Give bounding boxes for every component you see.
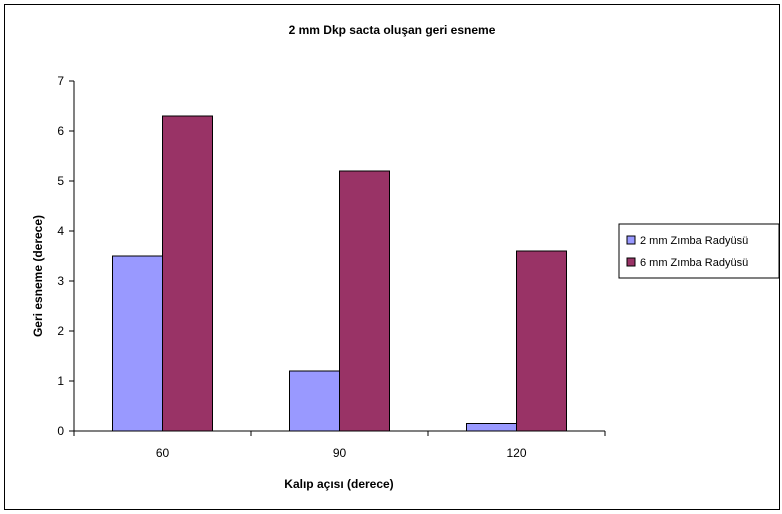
x-tick-label: 60 [156, 446, 170, 460]
legend-swatch [626, 257, 636, 267]
legend-label: 6 mm Zımba Radyüsü [640, 257, 748, 269]
tick-labels: 0 1 2 3 4 5 6 7 60 90 120 [57, 74, 527, 460]
y-tick-label: 1 [57, 374, 64, 388]
chart-title: 2 mm Dkp sacta oluşan geri esneme [289, 23, 496, 37]
y-tick-label: 4 [57, 224, 64, 238]
bar-2-90 [339, 170, 390, 432]
bars [112, 115, 567, 432]
bar-2-60 [162, 115, 213, 432]
x-axis-title: Kalıp açısı (derece) [284, 477, 393, 491]
bar-1-90 [289, 370, 340, 432]
bar-2-120 [516, 250, 567, 432]
y-tick-label: 0 [57, 424, 64, 438]
y-tick-label: 5 [57, 174, 64, 188]
y-tick-label: 2 [57, 324, 64, 338]
y-tick-label: 3 [57, 274, 64, 288]
legend-box [618, 223, 780, 279]
bar-1-60 [112, 255, 163, 432]
y-axis-title: Geri esneme (derece) [31, 215, 45, 337]
legend-swatch [626, 235, 636, 245]
legend: 2 mm Zımba Radyüsü 6 mm Zımba Radyüsü [618, 223, 780, 279]
x-tick-label: 120 [506, 446, 526, 460]
x-tick-label: 90 [333, 446, 347, 460]
y-tick-label: 6 [57, 124, 64, 138]
bar-1-120 [466, 423, 517, 432]
y-tick-label: 7 [57, 74, 64, 88]
legend-label: 2 mm Zımba Radyüsü [640, 235, 748, 247]
